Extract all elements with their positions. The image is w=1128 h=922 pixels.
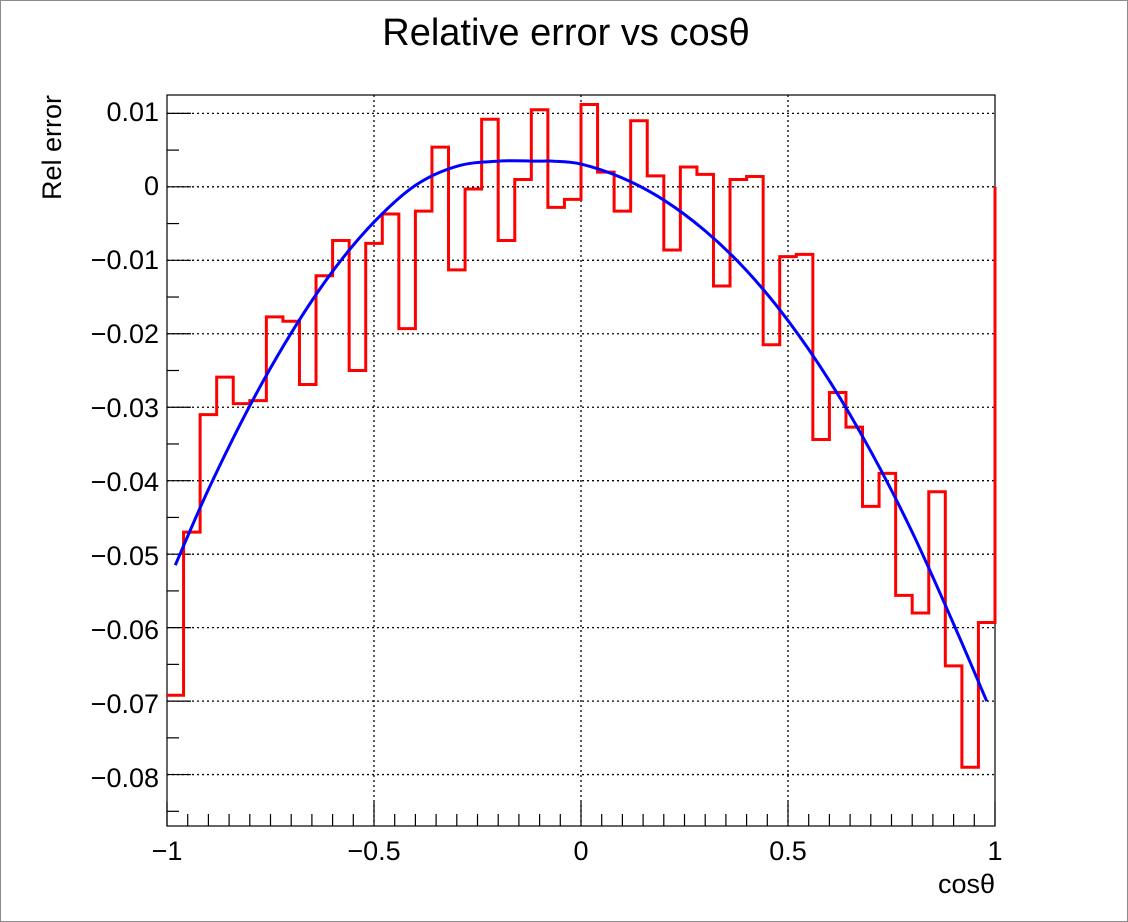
y-tick-label: 0.01 xyxy=(106,97,159,127)
fit-curve xyxy=(173,159,989,702)
x-tick-label: 0.5 xyxy=(769,836,807,866)
y-axis-title: Rel error xyxy=(37,95,67,200)
y-tick-label: −0.04 xyxy=(91,467,159,497)
data-series xyxy=(167,103,997,769)
x-axis: −1 −0.5 0 0.5 1 xyxy=(152,836,1003,866)
y-tick-label: −0.02 xyxy=(91,319,159,349)
minor-ticks xyxy=(166,112,996,826)
x-tick-label: −1 xyxy=(152,836,183,866)
y-tick-label: −0.05 xyxy=(91,541,159,571)
y-tick-label: −0.06 xyxy=(91,615,159,645)
x-tick-label: 1 xyxy=(987,836,1002,866)
x-axis-title: cosθ xyxy=(938,869,995,899)
grid-lines xyxy=(167,95,995,826)
y-tick-label: −0.08 xyxy=(91,763,159,793)
x-tick-label: 0 xyxy=(573,836,588,866)
y-tick-label: −0.03 xyxy=(91,393,159,423)
y-axis: 0.01 0 −0.01 −0.02 −0.03 −0.04 −0.05 −0.… xyxy=(91,97,159,793)
y-tick-label: −0.01 xyxy=(91,245,159,275)
histogram-series xyxy=(167,103,997,769)
y-tick-label: 0 xyxy=(144,171,159,201)
x-tick-label: −0.5 xyxy=(347,836,400,866)
chart-title: Relative error vs cosθ xyxy=(382,12,749,54)
y-tick-label: −0.07 xyxy=(91,689,159,719)
